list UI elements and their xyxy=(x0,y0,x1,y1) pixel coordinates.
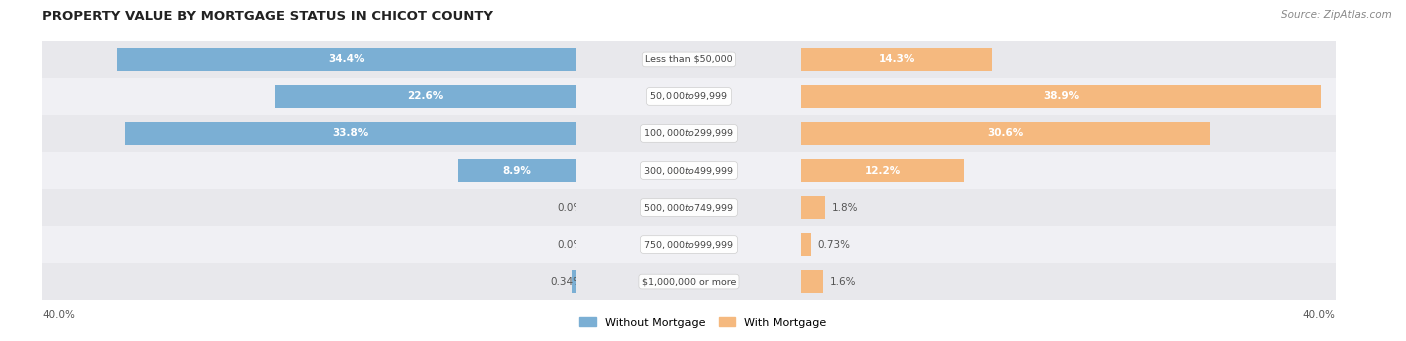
Bar xyxy=(801,233,811,256)
Bar xyxy=(801,85,1322,108)
Bar xyxy=(576,78,801,115)
Legend: Without Mortgage, With Mortgage: Without Mortgage, With Mortgage xyxy=(575,313,831,332)
Bar xyxy=(274,85,576,108)
Text: 0.73%: 0.73% xyxy=(818,239,851,250)
Bar xyxy=(42,263,576,300)
Text: 0.0%: 0.0% xyxy=(557,239,583,250)
Bar xyxy=(801,152,1336,189)
Bar xyxy=(801,78,1336,115)
Bar xyxy=(42,41,576,78)
Bar xyxy=(125,122,576,145)
Text: Source: ZipAtlas.com: Source: ZipAtlas.com xyxy=(1281,10,1392,20)
Bar xyxy=(801,226,1336,263)
Text: 40.0%: 40.0% xyxy=(1303,310,1336,320)
Text: $500,000 to $749,999: $500,000 to $749,999 xyxy=(644,202,734,213)
Text: 40.0%: 40.0% xyxy=(42,310,75,320)
Text: $300,000 to $499,999: $300,000 to $499,999 xyxy=(644,164,734,177)
Bar xyxy=(576,189,801,226)
Text: 22.6%: 22.6% xyxy=(408,91,444,102)
Text: 38.9%: 38.9% xyxy=(1043,91,1080,102)
Text: 34.4%: 34.4% xyxy=(329,55,366,64)
Bar xyxy=(801,270,823,293)
Bar xyxy=(572,270,576,293)
Bar xyxy=(801,263,1336,300)
Bar xyxy=(42,189,576,226)
Text: 12.2%: 12.2% xyxy=(865,165,901,176)
Bar xyxy=(801,122,1211,145)
Bar xyxy=(801,48,993,71)
Bar xyxy=(42,226,576,263)
Bar xyxy=(42,78,576,115)
Text: $750,000 to $999,999: $750,000 to $999,999 xyxy=(644,239,734,251)
Text: 33.8%: 33.8% xyxy=(333,129,368,138)
Bar xyxy=(801,189,1336,226)
Bar xyxy=(576,263,801,300)
Bar xyxy=(42,152,576,189)
Text: 8.9%: 8.9% xyxy=(502,165,531,176)
Text: 0.34%: 0.34% xyxy=(550,277,583,286)
Text: 30.6%: 30.6% xyxy=(987,129,1024,138)
Bar xyxy=(457,159,576,182)
Text: 1.6%: 1.6% xyxy=(830,277,856,286)
Text: 14.3%: 14.3% xyxy=(879,55,915,64)
Text: Less than $50,000: Less than $50,000 xyxy=(645,55,733,64)
Bar xyxy=(801,41,1336,78)
Text: PROPERTY VALUE BY MORTGAGE STATUS IN CHICOT COUNTY: PROPERTY VALUE BY MORTGAGE STATUS IN CHI… xyxy=(42,10,494,23)
Bar xyxy=(801,159,965,182)
Bar xyxy=(801,115,1336,152)
Bar xyxy=(42,115,576,152)
Bar xyxy=(576,41,801,78)
Text: 1.8%: 1.8% xyxy=(832,203,859,212)
Text: $1,000,000 or more: $1,000,000 or more xyxy=(641,277,737,286)
Bar xyxy=(117,48,576,71)
Text: $100,000 to $299,999: $100,000 to $299,999 xyxy=(644,128,734,139)
Text: $50,000 to $99,999: $50,000 to $99,999 xyxy=(650,90,728,102)
Text: 0.0%: 0.0% xyxy=(557,203,583,212)
Bar xyxy=(576,226,801,263)
Bar xyxy=(801,196,825,219)
Bar xyxy=(576,115,801,152)
Bar xyxy=(576,152,801,189)
